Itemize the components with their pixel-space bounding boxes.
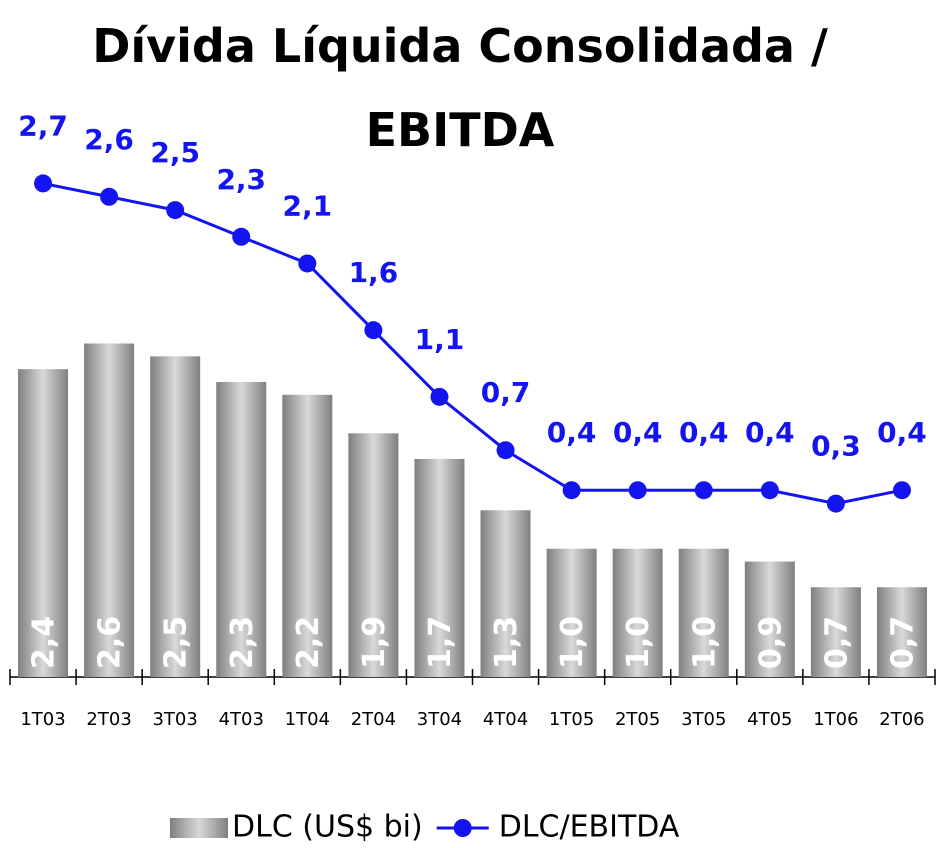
line-value-label: 0,7 xyxy=(481,376,531,409)
line-value-label: 0,4 xyxy=(547,416,597,449)
line-value-label: 0,3 xyxy=(811,430,861,463)
bar xyxy=(546,548,597,677)
bar-value-label: 2,3 xyxy=(225,616,260,669)
line-marker xyxy=(496,441,515,460)
line-marker xyxy=(694,481,713,500)
line-value-label: 0,4 xyxy=(613,416,663,449)
bar-value-label: 0,9 xyxy=(753,616,788,669)
bar xyxy=(678,548,729,677)
line-marker xyxy=(562,481,581,500)
x-tick-label: 3T04 xyxy=(417,709,462,730)
line-marker xyxy=(826,494,845,513)
line-marker xyxy=(430,387,449,406)
line-marker xyxy=(760,481,779,500)
line-marker xyxy=(232,227,251,246)
bar-value-label: 2,4 xyxy=(27,616,62,669)
x-tick-label: 1T06 xyxy=(813,709,858,730)
x-tick-label: 1T05 xyxy=(549,709,594,730)
x-tick-label: 2T05 xyxy=(615,709,660,730)
bar-value-label: 2,6 xyxy=(93,616,128,669)
line-value-label: 2,7 xyxy=(18,109,68,142)
bar xyxy=(216,381,267,677)
legend-marker xyxy=(453,819,472,837)
bar xyxy=(18,369,69,677)
line-marker xyxy=(364,321,383,340)
bar xyxy=(84,343,135,677)
x-tick-label: 3T03 xyxy=(152,709,197,730)
bar-value-label: 1,0 xyxy=(555,616,590,669)
line-marker xyxy=(628,481,647,500)
line-marker xyxy=(34,174,53,193)
bar xyxy=(348,433,399,677)
bar-value-label: 0,7 xyxy=(819,616,854,669)
chart-title: Dívida Líquida Consolidada / EBITDA xyxy=(92,19,828,157)
bar-value-label: 2,5 xyxy=(159,616,194,669)
x-tick-label: 2T03 xyxy=(86,709,131,730)
bar xyxy=(744,561,795,677)
legend-label: DLC (US$ bi) xyxy=(232,810,423,845)
line-marker xyxy=(298,254,317,273)
line-value-label: 2,5 xyxy=(150,136,200,169)
legend-swatch xyxy=(170,818,228,838)
bar-value-label: 1,0 xyxy=(687,616,722,669)
line-value-label: 0,4 xyxy=(679,416,729,449)
bar xyxy=(876,587,927,677)
bar xyxy=(612,548,663,677)
line-value-label: 0,4 xyxy=(745,416,795,449)
bar xyxy=(150,356,201,677)
bar-value-label: 1,9 xyxy=(357,616,392,669)
line-marker xyxy=(892,481,911,500)
line-marker xyxy=(100,187,119,206)
bar xyxy=(810,587,861,677)
line-value-label: 2,3 xyxy=(216,163,266,196)
x-tick-label: 4T04 xyxy=(483,709,528,730)
bar-value-label: 1,0 xyxy=(621,616,656,669)
line-value-label: 1,1 xyxy=(415,323,465,356)
bar xyxy=(414,458,465,677)
x-tick-label: 2T04 xyxy=(351,709,396,730)
line-value-label: 1,6 xyxy=(349,256,399,289)
x-tick-label: 1T04 xyxy=(285,709,330,730)
x-tick-label: 2T06 xyxy=(879,709,924,730)
bar-value-label: 1,7 xyxy=(423,616,458,669)
bar xyxy=(480,510,531,677)
x-tick-label: 1T03 xyxy=(20,709,65,730)
line xyxy=(42,181,903,506)
line-value-label: 0,4 xyxy=(877,416,927,449)
bar xyxy=(282,394,333,677)
bar-value-label: 1,3 xyxy=(489,616,524,669)
bar-value-label: 2,2 xyxy=(291,616,326,669)
bar-value-label: 0,7 xyxy=(885,616,920,669)
line-marker xyxy=(166,201,185,220)
legend-label: DLC/EBITDA xyxy=(499,810,680,845)
line-value-label: 2,1 xyxy=(283,189,333,222)
line-value-label: 2,6 xyxy=(84,123,134,156)
x-tick-label: 3T05 xyxy=(681,709,726,730)
x-tick-label: 4T03 xyxy=(219,709,264,730)
x-tick-label: 4T05 xyxy=(747,709,792,730)
